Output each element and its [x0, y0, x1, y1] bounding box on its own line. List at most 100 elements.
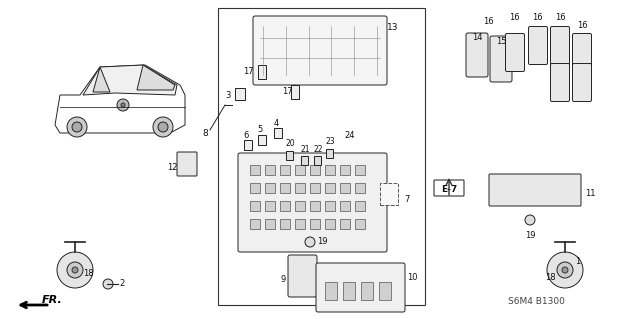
Bar — [314, 156, 321, 165]
Text: 2: 2 — [120, 279, 125, 288]
Bar — [265, 219, 275, 229]
Bar — [325, 282, 337, 300]
Bar — [280, 165, 290, 175]
Bar — [218, 8, 425, 305]
Text: 19: 19 — [525, 232, 535, 241]
Text: 18: 18 — [545, 272, 556, 281]
Circle shape — [547, 252, 583, 288]
Bar — [265, 183, 275, 193]
Text: 14: 14 — [472, 33, 483, 42]
FancyBboxPatch shape — [253, 16, 387, 85]
Text: 24: 24 — [345, 130, 355, 139]
Bar — [265, 165, 275, 175]
Bar — [379, 282, 391, 300]
Text: 17: 17 — [282, 87, 292, 97]
Text: 10: 10 — [407, 273, 417, 283]
Bar — [286, 151, 293, 160]
Polygon shape — [55, 65, 185, 133]
Text: 22: 22 — [313, 145, 323, 153]
Text: 6: 6 — [243, 130, 249, 139]
Bar — [295, 165, 305, 175]
Polygon shape — [93, 67, 110, 92]
Circle shape — [103, 279, 113, 289]
Text: 16: 16 — [555, 13, 565, 23]
Bar — [355, 165, 365, 175]
Bar — [326, 149, 333, 158]
FancyBboxPatch shape — [573, 63, 591, 101]
Text: 18: 18 — [83, 270, 93, 278]
Circle shape — [72, 122, 82, 132]
Text: 7: 7 — [404, 196, 410, 204]
Text: 12: 12 — [167, 164, 177, 173]
Text: 5: 5 — [257, 125, 262, 135]
Bar — [265, 201, 275, 211]
Bar — [235, 88, 245, 100]
Circle shape — [57, 252, 93, 288]
Circle shape — [305, 237, 315, 247]
Circle shape — [121, 103, 125, 107]
Text: FR.: FR. — [42, 295, 63, 305]
Bar — [355, 201, 365, 211]
Text: 4: 4 — [273, 118, 278, 128]
FancyBboxPatch shape — [573, 33, 591, 71]
Bar — [355, 219, 365, 229]
Text: 16: 16 — [509, 13, 519, 23]
Text: 16: 16 — [532, 13, 542, 23]
Polygon shape — [83, 65, 177, 95]
Bar — [295, 183, 305, 193]
FancyBboxPatch shape — [529, 26, 547, 64]
Bar — [340, 201, 350, 211]
Bar — [340, 219, 350, 229]
FancyBboxPatch shape — [550, 26, 570, 64]
Text: 8: 8 — [202, 129, 208, 137]
Bar — [325, 183, 335, 193]
Circle shape — [72, 267, 78, 273]
Bar — [250, 183, 260, 193]
Text: 1: 1 — [575, 257, 580, 266]
Bar — [310, 219, 320, 229]
Text: 16: 16 — [577, 20, 588, 29]
Circle shape — [525, 215, 535, 225]
Circle shape — [153, 117, 173, 137]
Text: 15: 15 — [496, 38, 506, 47]
Circle shape — [117, 99, 129, 111]
Text: 16: 16 — [483, 18, 493, 26]
FancyBboxPatch shape — [489, 174, 581, 206]
Bar — [295, 201, 305, 211]
Text: E-7: E-7 — [441, 184, 457, 194]
Bar — [355, 183, 365, 193]
Bar — [280, 219, 290, 229]
Text: 17: 17 — [243, 68, 253, 77]
FancyBboxPatch shape — [288, 255, 317, 297]
Bar — [380, 183, 398, 205]
Bar — [301, 156, 308, 165]
Bar — [325, 201, 335, 211]
FancyBboxPatch shape — [550, 63, 570, 101]
Circle shape — [67, 117, 87, 137]
Circle shape — [557, 262, 573, 278]
Bar — [250, 201, 260, 211]
Bar — [244, 140, 252, 150]
Text: S6M4 B1300: S6M4 B1300 — [508, 298, 565, 307]
Bar — [280, 201, 290, 211]
Text: 13: 13 — [387, 24, 399, 33]
Bar — [343, 282, 355, 300]
Bar — [310, 201, 320, 211]
Text: 9: 9 — [280, 276, 285, 285]
Bar — [250, 219, 260, 229]
FancyBboxPatch shape — [506, 33, 525, 71]
Bar — [310, 165, 320, 175]
Text: 3: 3 — [225, 91, 230, 100]
Text: 19: 19 — [317, 238, 327, 247]
FancyBboxPatch shape — [177, 152, 197, 176]
Polygon shape — [137, 65, 175, 90]
Circle shape — [158, 122, 168, 132]
Bar — [340, 183, 350, 193]
Circle shape — [562, 267, 568, 273]
Bar — [291, 85, 299, 99]
Bar — [280, 183, 290, 193]
Text: 21: 21 — [300, 145, 310, 153]
Text: 20: 20 — [285, 139, 295, 149]
FancyBboxPatch shape — [316, 263, 405, 312]
Circle shape — [67, 262, 83, 278]
